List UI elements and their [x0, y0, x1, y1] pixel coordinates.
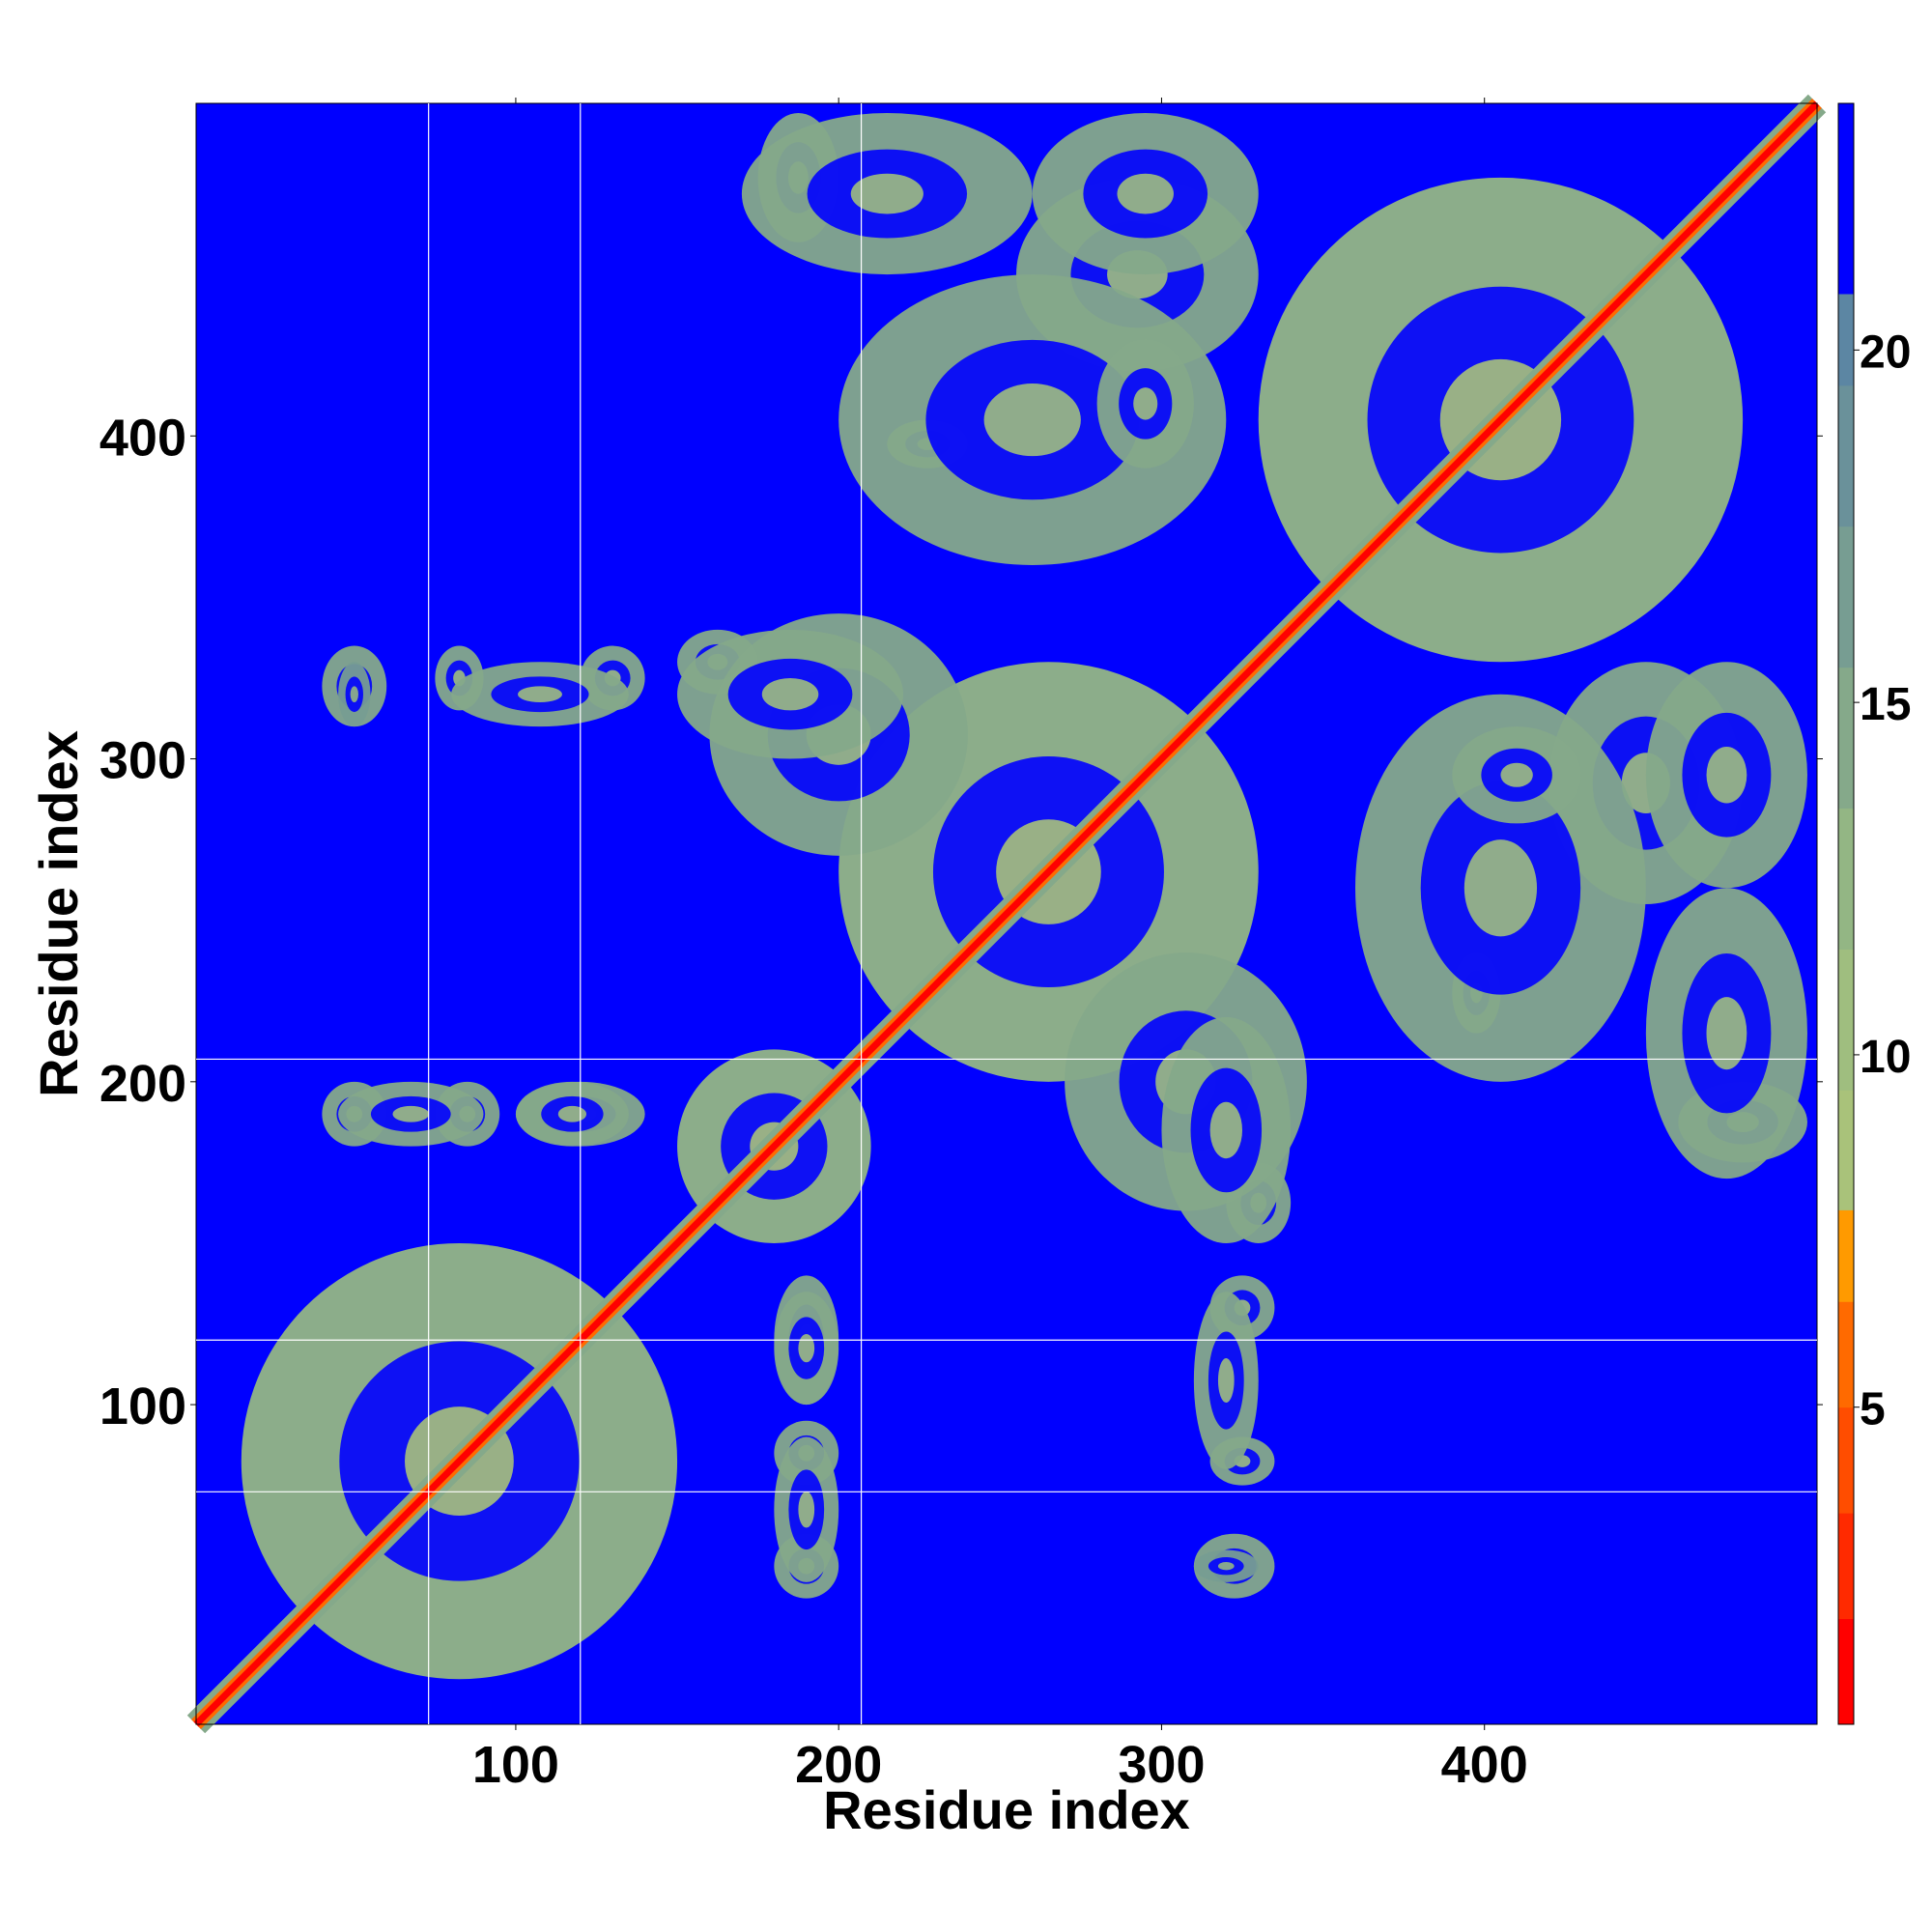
x-tick-label: 400 — [1441, 1736, 1528, 1794]
y-tick-label: 400 — [99, 409, 186, 467]
y-axis-title: Residue index — [28, 730, 89, 1097]
x-tick-label: 100 — [472, 1736, 559, 1794]
colorbar-level-4 — [1838, 1209, 1854, 1302]
colorbar-level-9 — [1838, 526, 1854, 668]
contact-region-22-mirror — [451, 662, 629, 727]
diagonal-band — [186, 94, 1827, 1734]
colorbar-level-0 — [1838, 1618, 1854, 1725]
contact-region-16 — [1645, 662, 1807, 889]
y-tick-label: 200 — [99, 1055, 186, 1113]
contact-region-15-mirror — [741, 113, 1033, 275]
colorbar — [1837, 102, 1855, 1725]
x-tick-label: 200 — [795, 1736, 882, 1794]
colorbar-level-11 — [1838, 293, 1854, 386]
colorbar-level-8 — [1838, 667, 1854, 810]
colorbar-tick-label: 20 — [1860, 327, 1911, 378]
colorbar-frame — [1837, 102, 1855, 1725]
x-axis-ticks: 100 200 300 400 — [472, 98, 1528, 1794]
contact-region-23 — [1193, 1549, 1259, 1582]
colorbar-level-10 — [1838, 384, 1854, 527]
contact-region-23-mirror — [338, 662, 371, 727]
contact-region-15 — [1645, 888, 1807, 1179]
colorbar-level-1 — [1838, 1513, 1854, 1620]
plot-frame — [195, 102, 1818, 1725]
contact-region-21-mirror — [338, 1081, 484, 1147]
y-tick-label: 300 — [99, 732, 186, 790]
contact-region-20-mirror — [515, 1081, 629, 1147]
contact-region-14-mirror — [1096, 339, 1194, 469]
y-axis-ticks: 100 200 300 400 — [99, 409, 1823, 1435]
contact-region-12 — [1161, 1016, 1292, 1243]
heatmap — [186, 94, 1827, 1734]
colorbar-level-12 — [1838, 103, 1854, 295]
colorbar-level-5 — [1838, 1090, 1854, 1210]
contact-region-20 — [774, 1292, 839, 1406]
colorbar-level-2 — [1838, 1406, 1854, 1514]
contact-region-12-mirror — [677, 629, 904, 759]
contact-region-22 — [1193, 1292, 1259, 1469]
contact-region-21 — [774, 1436, 839, 1582]
colorbar-level-3 — [1838, 1301, 1854, 1408]
y-tick-label: 100 — [99, 1378, 186, 1435]
colorbar-ticks: 5 10 15 20 — [1854, 327, 1911, 1435]
contact-region-14 — [1452, 726, 1581, 824]
contact-region-16-mirror — [1032, 113, 1259, 275]
colorbar-level-6 — [1838, 949, 1854, 1091]
colorbar-tick-label: 10 — [1860, 1032, 1911, 1083]
colorbar-tick-label: 5 — [1860, 1384, 1886, 1435]
colorbar-tick-label: 15 — [1860, 679, 1911, 730]
x-tick-label: 300 — [1118, 1736, 1205, 1794]
domain-boundary-lines — [196, 103, 1817, 1724]
x-axis-title: Residue index — [823, 1779, 1190, 1840]
colorbar-level-7 — [1838, 808, 1854, 950]
